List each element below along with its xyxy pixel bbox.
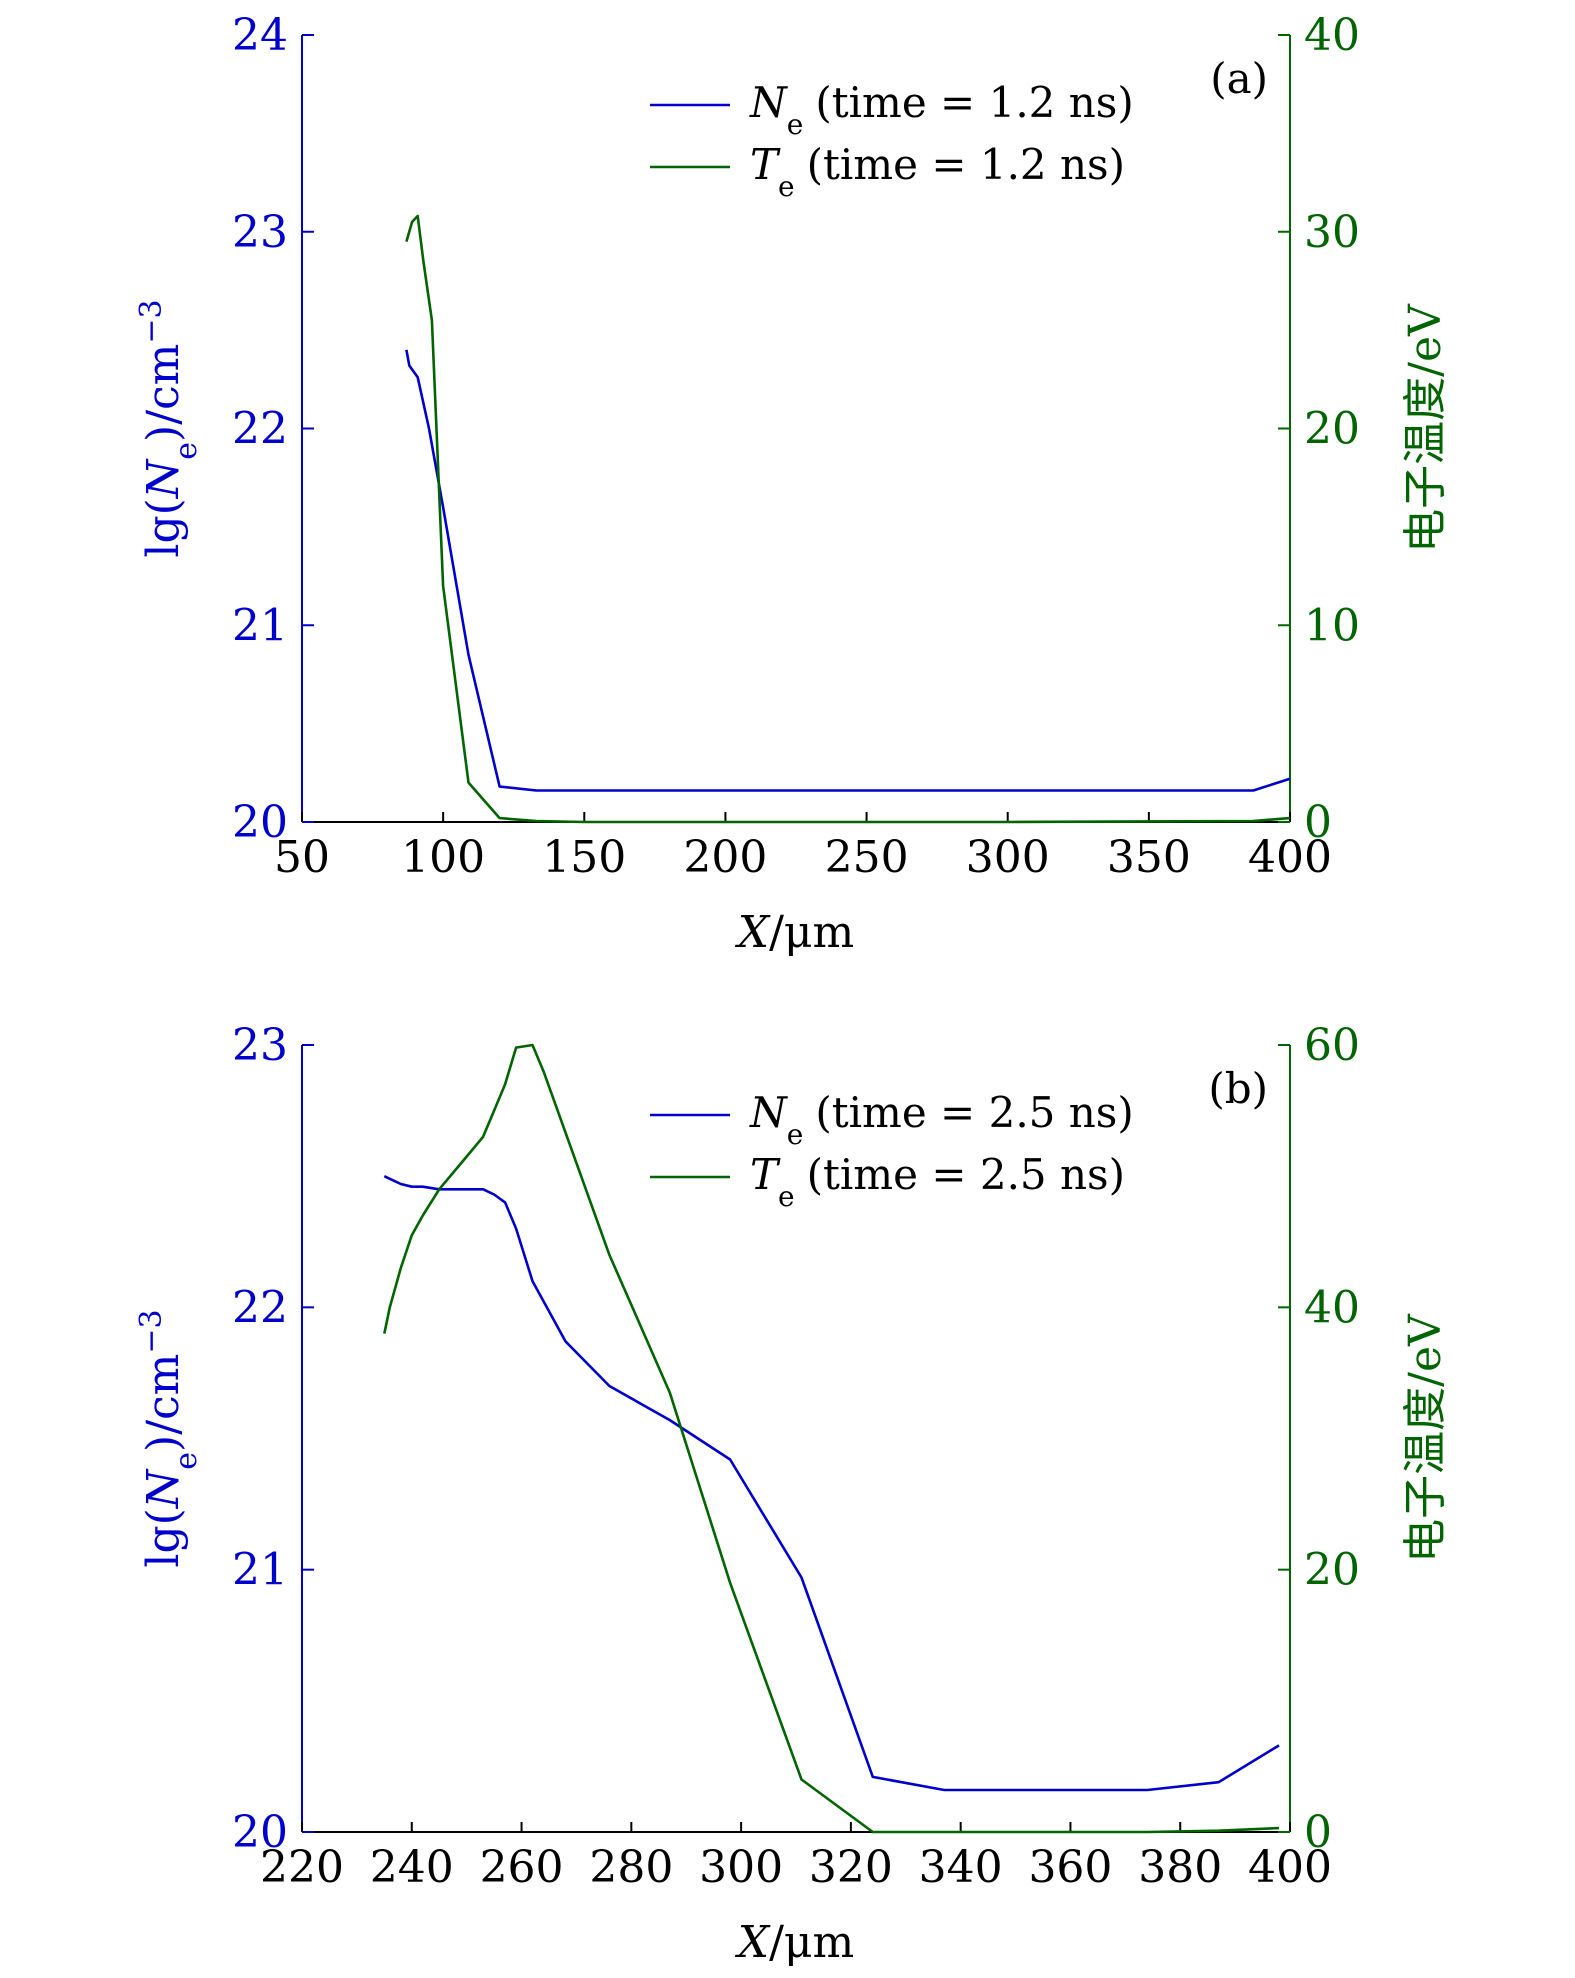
x-tick-label: 380: [1138, 1842, 1222, 1893]
y-left-axis-title-part: N: [138, 458, 189, 499]
y-right-tick-label: 0: [1304, 797, 1332, 848]
x-tick-label: 300: [699, 1842, 783, 1893]
legend-symbol: T: [750, 140, 781, 189]
y-left-axis-title-part: N: [138, 1468, 189, 1509]
x-axis-title-var: X: [735, 1917, 771, 1968]
legend-rest: (time = 1.2 ns): [815, 78, 1133, 127]
y-left-tick-label: 22: [232, 404, 288, 455]
x-tick-label: 350: [1107, 832, 1191, 883]
legend-rest: (time = 1.2 ns): [807, 140, 1125, 189]
y-right-tick-label: 0: [1304, 1807, 1332, 1858]
x-axis-title: X/μm: [735, 907, 854, 958]
x-tick-label: 300: [966, 832, 1050, 883]
y-left-tick-label: 20: [232, 1807, 288, 1858]
y-right-tick-label: 30: [1304, 207, 1360, 258]
y-right-tick-label: 60: [1304, 1020, 1360, 1071]
x-tick-label: 220: [260, 1842, 344, 1893]
y-left-tick-label: 23: [232, 1020, 288, 1071]
y-left-tick-label: 24: [232, 10, 288, 61]
chart-panel-b: 220 240 260 280 300 320 340 360 380 400 20 21 22 23 0 2…: [134, 1020, 1452, 1968]
y-left-tick-label: 21: [232, 1545, 288, 1596]
legend-rest: (time = 2.5 ns): [807, 1150, 1125, 1199]
x-tick-label: 50: [274, 832, 330, 883]
legend-entry-ne: Ne (time = 1.2 ns): [749, 78, 1134, 141]
y-left-axis-title: lg(Ne)/cm−3: [134, 1309, 204, 1567]
y-right-tick-label: 20: [1304, 404, 1360, 455]
y-left-axis-title-part: −3: [134, 299, 169, 343]
panel-label: (a): [1210, 54, 1268, 103]
series-line-te: [383, 1043, 1280, 1834]
y-left-tick-label: 22: [232, 1282, 288, 1333]
legend-entry-ne: Ne (time = 2.5 ns): [749, 1088, 1134, 1151]
y-left-axis-title-part: )/cm: [138, 1354, 189, 1452]
y-left-axis-title-part: lg(: [138, 498, 189, 557]
y-right-axis-title: 电子温度/eV: [1400, 303, 1451, 553]
x-tick-label: 100: [401, 832, 485, 883]
x-tick-label: 260: [480, 1842, 564, 1893]
legend-symbol: T: [750, 1150, 781, 1199]
y-left-axis-title-part: −3: [134, 1309, 169, 1353]
y-right-axis-title: 电子温度/eV: [1400, 1313, 1451, 1563]
x-axis-title: X/μm: [735, 1917, 854, 1968]
x-axis-title-unit: /μm: [769, 907, 854, 958]
legend-entry-te: Te (time = 2.5 ns): [750, 1150, 1125, 1213]
legend-entry-te: Te (time = 1.2 ns): [750, 140, 1125, 203]
legend-symbol: N: [749, 78, 788, 127]
y-left-axis-title-part: e: [169, 1452, 204, 1470]
y-left-axis-title: lg(Ne)/cm−3: [134, 299, 204, 557]
x-axis-title-unit: /μm: [769, 1917, 854, 1968]
y-left-axis-title-part: lg(: [138, 1508, 189, 1567]
y-left-tick-label: 23: [232, 207, 288, 258]
x-axis-title-var: X: [735, 907, 771, 958]
y-left-axis-title-part: )/cm: [138, 344, 189, 442]
y-right-tick-label: 10: [1304, 600, 1360, 651]
series-line-te: [405, 214, 1290, 824]
series-line-ne: [383, 1175, 1280, 1792]
series-line-ne: [405, 349, 1290, 792]
x-tick-label: 360: [1028, 1842, 1112, 1893]
x-tick-label: 240: [370, 1842, 454, 1893]
y-right-tick-label: 40: [1304, 10, 1360, 61]
legend-subscript: e: [787, 108, 804, 141]
x-tick-label: 400: [1248, 832, 1332, 883]
x-tick-label: 340: [919, 1842, 1003, 1893]
chart-panel-a: 50 100 150 200 250 300 350 400 20 21 22 23 24 0 10 20 30…: [134, 10, 1452, 958]
y-right-tick-label: 20: [1304, 1545, 1360, 1596]
legend-symbol: N: [749, 1088, 788, 1137]
x-tick-label: 320: [809, 1842, 893, 1893]
legend-subscript: e: [778, 170, 795, 203]
legend-rest: (time = 2.5 ns): [815, 1088, 1133, 1137]
x-tick-label: 250: [825, 832, 909, 883]
y-right-tick-label: 40: [1304, 1282, 1360, 1333]
x-tick-label: 400: [1248, 1842, 1332, 1893]
legend-subscript: e: [778, 1180, 795, 1213]
y-left-tick-label: 21: [232, 600, 288, 651]
legend-subscript: e: [787, 1118, 804, 1151]
x-tick-label: 200: [683, 832, 767, 883]
y-left-tick-label: 20: [232, 797, 288, 848]
panel-label: (b): [1208, 1064, 1268, 1113]
x-tick-label: 150: [542, 832, 626, 883]
y-left-axis-title-part: e: [169, 442, 204, 460]
x-tick-label: 280: [589, 1842, 673, 1893]
